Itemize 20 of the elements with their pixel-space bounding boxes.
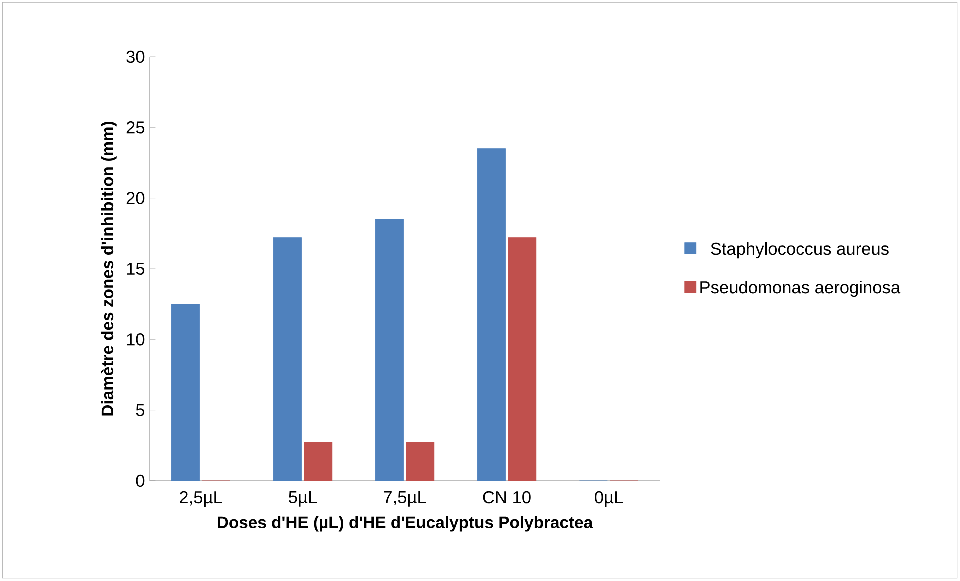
x-axis-title: Doses d'HE (µL) d'HE d'Eucalyptus Polybractea bbox=[218, 516, 594, 532]
legend-label: Pseudomonas aeroginosa bbox=[700, 280, 901, 298]
x-tick-label: 7,5µL bbox=[384, 491, 426, 507]
y-tick-label: 10 bbox=[127, 334, 145, 346]
bar bbox=[477, 148, 506, 481]
y-tick-label: 30 bbox=[126, 50, 145, 64]
legend-label: Staphylococcus aureus bbox=[711, 242, 889, 259]
y-tick-label: 20 bbox=[126, 192, 145, 204]
x-tick-label: 0µL bbox=[595, 491, 624, 508]
bar bbox=[171, 304, 200, 481]
x-tick-label: CN 10 bbox=[483, 491, 531, 504]
y-tick-label: 25 bbox=[126, 122, 145, 134]
x-tick-label: 5µL bbox=[289, 491, 318, 507]
y-tick-label: 5 bbox=[136, 404, 145, 416]
y-axis-title: Diamètre des zones d'inhibition (mm) bbox=[101, 122, 117, 416]
y-tick-label: 15 bbox=[127, 262, 145, 276]
x-tick-label: 2,5µL bbox=[180, 491, 222, 508]
bar bbox=[375, 219, 404, 481]
bar bbox=[273, 238, 302, 481]
y-tick-label: 0 bbox=[136, 474, 145, 488]
